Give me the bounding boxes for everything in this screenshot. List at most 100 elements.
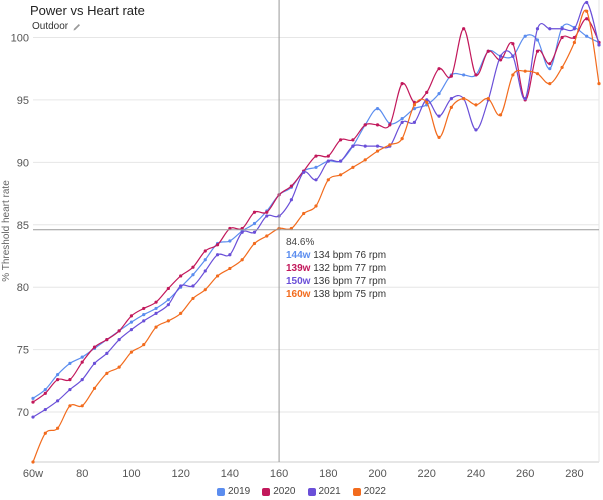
x-tick-label: 280 <box>565 468 583 480</box>
data-point-2021 <box>117 338 121 342</box>
data-point-2020 <box>31 400 35 404</box>
data-point-2022 <box>339 173 343 177</box>
data-point-2020 <box>400 82 404 86</box>
data-point-2020 <box>462 27 466 31</box>
data-point-2020 <box>166 286 170 291</box>
data-point-2020 <box>191 265 195 269</box>
data-point-2022 <box>142 343 146 347</box>
series-line-2021 <box>32 1 600 418</box>
data-point-2022 <box>105 371 109 375</box>
data-point-2021 <box>314 178 318 182</box>
data-point-2021 <box>548 27 552 31</box>
hover-tooltip: 84.6% 144w 134 bpm 76 rpm 139w 132 bpm 7… <box>286 236 386 301</box>
data-point-2021 <box>80 377 84 382</box>
data-point-2022 <box>585 9 589 13</box>
data-point-2019 <box>228 239 232 243</box>
data-point-2021 <box>449 97 453 101</box>
x-tick-label: 80 <box>76 468 88 480</box>
pencil-icon[interactable] <box>72 22 82 32</box>
data-point-2021 <box>240 230 244 234</box>
data-point-2020 <box>80 360 84 364</box>
data-point-2020 <box>179 274 183 278</box>
chart-plot: 70 75 80 85 90 95 100 60w 80 100 120 140 160 180 200 2… <box>1 0 601 480</box>
data-point-2021 <box>412 120 417 124</box>
x-tick-label: 180 <box>319 468 337 480</box>
y-tick-label: 90 <box>17 157 29 169</box>
data-point-2020 <box>548 62 552 66</box>
legend-label: 2021 <box>318 486 341 497</box>
x-tick-label: 120 <box>171 468 189 480</box>
data-point-2022 <box>548 82 552 86</box>
data-point-2022 <box>92 386 97 390</box>
tooltip-text: 134 bpm 76 rpm <box>313 250 387 261</box>
data-point-2022 <box>166 319 170 323</box>
data-point-2021 <box>252 230 257 234</box>
data-point-2021 <box>400 120 404 124</box>
chart-subtitle[interactable]: Outdoor <box>32 21 82 32</box>
data-point-2021 <box>228 253 232 257</box>
legend-label: 2019 <box>228 486 251 497</box>
data-point-2019 <box>412 107 417 111</box>
y-axis-ticks: 70 75 80 85 90 95 100 <box>11 32 29 419</box>
data-point-2021 <box>572 27 576 31</box>
data-point-2020 <box>154 300 158 304</box>
data-point-2022 <box>154 325 158 329</box>
data-point-2019 <box>585 34 589 38</box>
y-axis-label: % Threshold heart rate <box>1 180 12 282</box>
data-point-2021 <box>302 170 306 174</box>
data-point-2021 <box>142 319 146 323</box>
data-point-2021 <box>511 54 515 58</box>
data-point-2020 <box>252 210 257 214</box>
data-point-2019 <box>80 355 84 359</box>
data-point-2020 <box>425 90 429 94</box>
tooltip-header: 84.6% <box>286 237 315 248</box>
data-point-2022 <box>80 404 84 408</box>
data-point-2022 <box>375 149 380 153</box>
tooltip-row: 160w 138 bpm 75 rpm <box>286 288 386 301</box>
data-point-2021 <box>339 159 343 163</box>
data-point-2020 <box>388 123 392 127</box>
data-point-2020 <box>486 49 490 53</box>
legend-swatch <box>352 487 361 496</box>
tooltip-value: 160w <box>286 289 311 300</box>
data-point-2021 <box>351 144 355 148</box>
tooltip-row: 139w 132 bpm 77 rpm <box>286 262 386 275</box>
y-tick-label: 85 <box>17 220 29 232</box>
data-point-2022 <box>265 234 269 238</box>
tooltip-row: 150w 136 bpm 77 rpm <box>286 275 386 288</box>
data-point-2022 <box>326 178 330 182</box>
x-tick-label: 220 <box>418 468 436 480</box>
data-point-2022 <box>228 266 232 271</box>
x-tick-label: 60w <box>23 468 43 480</box>
data-point-2021 <box>265 214 269 218</box>
data-point-2020 <box>449 74 453 78</box>
data-point-2020 <box>289 184 293 188</box>
data-point-2020 <box>92 345 97 349</box>
series-lines <box>31 0 601 464</box>
data-point-2021 <box>179 284 183 288</box>
data-point-2021 <box>129 328 134 332</box>
data-point-2020 <box>511 42 515 46</box>
data-point-2020 <box>572 35 576 40</box>
legend-item-2022[interactable]: 2022 <box>352 486 386 497</box>
data-point-2021 <box>597 43 601 47</box>
data-point-2022 <box>400 137 404 141</box>
data-point-2021 <box>474 128 478 132</box>
y-tick-label: 75 <box>17 345 29 357</box>
data-point-2021 <box>560 27 564 31</box>
data-point-2021 <box>535 27 540 31</box>
data-point-2021 <box>56 399 60 403</box>
data-point-2020 <box>265 210 269 214</box>
data-point-2022 <box>437 135 441 139</box>
legend-item-2021[interactable]: 2021 <box>307 486 341 497</box>
data-point-2022 <box>560 65 564 70</box>
data-point-2019 <box>31 396 35 400</box>
data-point-2019 <box>129 320 134 324</box>
legend-item-2019[interactable]: 2019 <box>217 486 250 497</box>
data-point-2021 <box>92 361 97 365</box>
data-point-2020 <box>375 123 380 127</box>
data-point-2022 <box>486 97 490 101</box>
legend-item-2020[interactable]: 2020 <box>262 486 296 497</box>
data-point-2021 <box>289 198 293 202</box>
chart-legend: 2019 2020 2021 2022 <box>0 486 603 497</box>
